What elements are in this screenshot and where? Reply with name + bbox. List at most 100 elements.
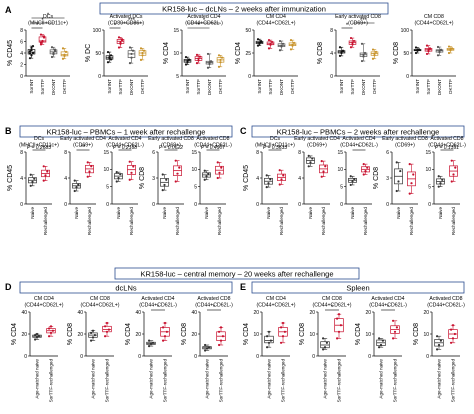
data-point <box>39 33 43 36</box>
y-tick-label: 0 <box>80 354 83 360</box>
data-point <box>451 324 455 327</box>
data-point <box>311 157 314 160</box>
subplot-title: (CD69+) <box>73 143 93 149</box>
x-tick-label: SorTTF-rechallenged <box>337 359 342 403</box>
data-point <box>219 326 223 329</box>
data-point <box>207 172 210 175</box>
data-point <box>207 346 211 349</box>
y-tick-label: 0 <box>64 202 67 208</box>
significance-label: * <box>203 18 206 24</box>
y-tick-label: 10 <box>103 167 109 173</box>
data-point <box>265 174 268 177</box>
significance-label: * <box>41 18 44 24</box>
subplot-title: Activated CD8 <box>430 136 463 142</box>
data-point <box>447 51 451 55</box>
data-point <box>39 43 43 46</box>
data-point <box>267 39 271 42</box>
data-point <box>33 177 36 180</box>
panel-e-title: Spleen <box>346 284 369 293</box>
y-tick-label: 20 <box>77 332 83 338</box>
y-axis-label: % DC <box>85 44 92 62</box>
data-point <box>31 180 34 183</box>
data-point <box>453 332 457 336</box>
panel-e-title-box <box>251 281 465 294</box>
y-tick-label: 0 <box>330 74 333 80</box>
subplot-title: Early activated CD4 <box>294 136 340 142</box>
x-tick-label: DKTTF <box>140 79 145 94</box>
panel-letter-C: C <box>240 126 247 136</box>
data-point <box>395 189 398 193</box>
data-point <box>366 166 369 169</box>
y-tick-label: 5 <box>106 184 109 190</box>
subplot-e1: CM CD4(CD44+CD62L+) 0 10 20 % CD4 Age-matched… <box>243 296 296 402</box>
y-tick-label: 0 <box>194 202 197 208</box>
data-point <box>269 178 272 181</box>
data-point <box>105 321 109 325</box>
data-point <box>281 42 285 45</box>
subplot-title: (CD44+CD62L-) <box>427 303 465 309</box>
data-point <box>130 171 133 174</box>
data-point <box>360 42 364 45</box>
x-tick-label: Age-matched naive <box>323 359 328 399</box>
data-point <box>349 46 353 49</box>
subplot-d1: CM CD4(CD44+CD62L+) 0 20 40 % CD4 Age-matched… <box>11 296 64 402</box>
subplot-title: Early activated CD8 <box>382 136 428 142</box>
y-tick-label: 40 <box>191 310 197 316</box>
x-tick-label: SorTTF <box>426 79 431 95</box>
significance-label: * <box>47 13 50 19</box>
data-point <box>184 63 188 66</box>
x-tick-label: SorTTF-rechallenged <box>393 359 398 403</box>
subplot-c3: Activated CD4(CD44+CD62L-) 0 5 10 15 Naive Rec… <box>337 136 378 235</box>
panel-d-title: dcLNs <box>115 284 137 293</box>
data-point <box>198 55 202 58</box>
x-tick-label: DKONT <box>361 79 366 95</box>
data-point <box>218 171 221 174</box>
y-axis-label: % CD4 <box>243 323 250 345</box>
data-point <box>447 45 451 48</box>
subplot-title: (CD44+CD62L-) <box>139 303 177 309</box>
data-point <box>425 52 429 56</box>
data-point <box>321 348 325 351</box>
x-tick-label: SorINT <box>107 79 112 94</box>
data-point <box>128 160 131 163</box>
subplot-title: CM CD8 <box>322 296 342 302</box>
data-point <box>437 343 441 347</box>
data-point <box>452 173 455 176</box>
data-point <box>414 51 418 55</box>
data-point <box>351 43 354 46</box>
x-tick-label: SorTTF <box>350 79 355 95</box>
x-tick-label: Age-matched naive <box>267 359 272 399</box>
data-point <box>28 50 32 53</box>
y-tick-label: 8 <box>64 150 67 156</box>
y-tick-label: 8 <box>256 150 259 156</box>
data-point <box>454 166 457 169</box>
subplot-title: Activated DCs <box>110 14 143 20</box>
y-tick-label: 0 <box>386 202 389 208</box>
x-tick-label: Naive <box>350 207 355 219</box>
y-axis-label: % CD4 <box>11 323 18 345</box>
y-tick-label: 8 <box>20 150 23 156</box>
subplot-title: Activated CD8 <box>196 136 229 142</box>
data-point <box>30 49 33 52</box>
subplot-title: (CD80+CD86+) <box>108 21 144 27</box>
y-tick-label: 6 <box>386 150 389 156</box>
subplot-title: (MHCII+CD11c+) <box>19 143 59 149</box>
data-point <box>362 55 365 58</box>
subplot-title: (CD44+CD62L-) <box>195 303 233 309</box>
data-point <box>427 48 430 51</box>
subplot-c1: DCs(MHCII+CD11c+) 0 4 8 % CD45 Naive Rechallen… <box>243 136 295 235</box>
y-axis-label: % CD4 <box>125 323 132 345</box>
data-point <box>279 341 283 344</box>
y-tick-label: 50 <box>403 51 409 57</box>
subplot-b3: Activated CD4(CD44+CD62L-) 0 5 10 15 Naive Rec… <box>103 136 144 235</box>
y-axis-label: % CD8 <box>67 323 74 345</box>
subplot-a5: Early activated CD8(CD69+) 0 4 8 % CD8 SorINT… <box>317 14 381 95</box>
data-point <box>161 339 165 342</box>
data-point <box>91 329 95 332</box>
data-point <box>362 173 365 176</box>
data-point <box>414 46 418 49</box>
x-tick-label: SorTTF-rechallenged <box>163 359 168 403</box>
x-tick-label: Rechallenged <box>87 207 92 236</box>
data-point <box>438 49 441 52</box>
data-point <box>209 60 213 63</box>
